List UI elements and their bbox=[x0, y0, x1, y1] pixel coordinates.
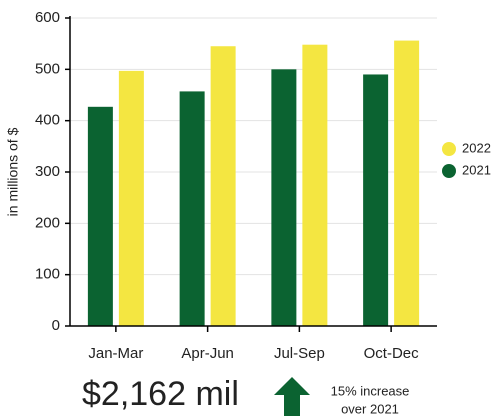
legend-swatch bbox=[442, 164, 456, 178]
bar bbox=[179, 91, 205, 326]
x-tick-label: Jul-Sep bbox=[274, 345, 325, 362]
increase-arrow bbox=[274, 377, 310, 416]
y-tick-label: 200 bbox=[35, 214, 60, 231]
bar bbox=[271, 69, 297, 326]
increase-label: 15% increase bbox=[331, 383, 410, 398]
y-tick-label: 0 bbox=[52, 317, 60, 334]
y-tick-label: 100 bbox=[35, 266, 60, 283]
total-label: $2,162 mil bbox=[82, 375, 239, 413]
legend-label: 2021 bbox=[462, 162, 491, 177]
bar bbox=[210, 46, 236, 326]
y-tick-label: 300 bbox=[35, 163, 60, 180]
x-tick-label: Oct-Dec bbox=[364, 345, 420, 362]
legend-label: 2022 bbox=[462, 140, 491, 155]
x-tick-label: Jan-Mar bbox=[88, 345, 143, 362]
bar bbox=[87, 106, 113, 326]
increase-label: over 2021 bbox=[341, 401, 399, 416]
y-axis-label: in millions of $ bbox=[5, 127, 21, 216]
bar bbox=[363, 74, 389, 326]
y-tick-label: 500 bbox=[35, 60, 60, 77]
bar bbox=[394, 40, 420, 326]
bar bbox=[302, 44, 328, 327]
x-tick-label: Apr-Jun bbox=[181, 345, 234, 362]
legend-swatch bbox=[442, 142, 456, 156]
y-tick-label: 600 bbox=[35, 9, 60, 26]
y-tick-label: 400 bbox=[35, 112, 60, 129]
bar bbox=[118, 70, 144, 326]
